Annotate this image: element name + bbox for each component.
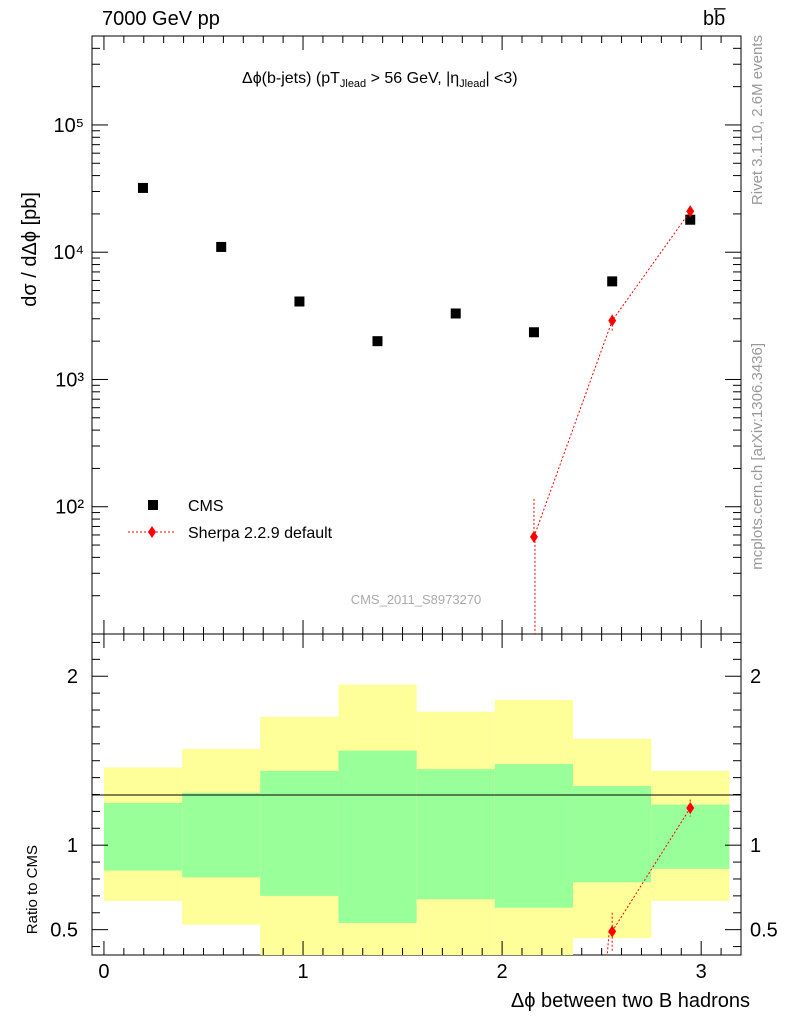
mc-line — [533, 210, 691, 538]
data-marks — [137, 182, 696, 956]
cms-point — [137, 182, 148, 193]
cms-point — [607, 276, 618, 287]
x-tick-label: 3 — [696, 961, 707, 983]
title-part1: Δϕ(b-jets) (pT — [242, 70, 340, 87]
cms-point — [294, 296, 305, 307]
cms-point — [216, 241, 227, 252]
analysis-id: CMS_2011_S8973270 — [351, 592, 482, 607]
x-tick-label: 0 — [98, 961, 109, 983]
title-part3: | <3) — [485, 70, 518, 87]
ratio-inner-band — [494, 764, 573, 908]
ratio-inner-band — [416, 769, 495, 900]
legend-mc-label: Sherpa 2.2.9 default — [188, 525, 333, 542]
y-axis-label: dσ / dΔϕ [pb] — [19, 192, 41, 307]
y-tick-label: 10² — [55, 497, 84, 519]
ratio-mc-line — [611, 807, 691, 932]
ratio-tick-label-right: 1 — [750, 835, 761, 857]
ratio-tick-label-left: 0.5 — [50, 920, 78, 942]
beam-label: 7000 GeV pp — [102, 8, 220, 30]
x-tick-label: 1 — [297, 961, 308, 983]
mc-point — [529, 530, 538, 543]
main-title: Δϕ(b-jets) (pTJlead > 56 GeV, |ηJlead| <… — [242, 70, 518, 90]
cms-point — [685, 214, 696, 225]
source-label: mcplots.cern.ch [arXiv:1306.3436] — [749, 343, 766, 570]
ratio-tick-label-left: 1 — [67, 835, 78, 857]
ratio-inner-band — [651, 804, 730, 869]
title-part2: > 56 GeV, |η — [366, 70, 460, 87]
title-sub2: Jlead — [459, 78, 486, 91]
legend: CMS Sherpa 2.2.9 default — [128, 498, 333, 542]
legend-data-marker — [148, 500, 158, 510]
legend-mc-marker — [148, 526, 156, 538]
ratio-inner-band — [572, 786, 652, 883]
x-axis-label: Δϕ between two B hadrons — [511, 990, 750, 1012]
tick-labels: 0 1 2 3 10² 10³ 10⁴ 10⁵ 0.5 0.5 1 1 2 2 — [50, 115, 778, 983]
x-tick-label: 2 — [497, 961, 508, 983]
ratio-mc-point — [608, 925, 617, 938]
title-sub1: Jlead — [339, 78, 367, 91]
y-tick-label: 10³ — [55, 369, 84, 391]
ratio-inner-band — [182, 792, 261, 878]
process-label: bb̅ — [703, 8, 726, 30]
cms-point — [528, 327, 539, 338]
axis-ticks — [92, 35, 742, 955]
mc-point — [686, 205, 695, 218]
y-tick-label: 10⁴ — [53, 242, 84, 264]
ratio-tick-label-right: 0.5 — [750, 920, 778, 942]
ratio-inner-band — [103, 802, 183, 871]
main-frame — [91, 35, 742, 635]
ratio-tick-label-right: 2 — [750, 666, 761, 688]
y-tick-label: 10⁵ — [53, 115, 84, 137]
ratio-mc-point — [686, 802, 695, 815]
ratio-y-axis-label: Ratio to CMS — [24, 845, 41, 934]
cms-point — [450, 308, 461, 319]
legend-data-label: CMS — [188, 498, 224, 515]
ratio-bands — [103, 684, 730, 955]
cms-point — [372, 336, 383, 347]
rivet-label: Rivet 3.1.10, 2.6M events — [749, 35, 766, 205]
ratio-inner-band — [338, 750, 417, 923]
ratio-tick-label-left: 2 — [67, 666, 78, 688]
ratio-inner-band — [260, 770, 339, 896]
mc-point — [608, 314, 617, 327]
